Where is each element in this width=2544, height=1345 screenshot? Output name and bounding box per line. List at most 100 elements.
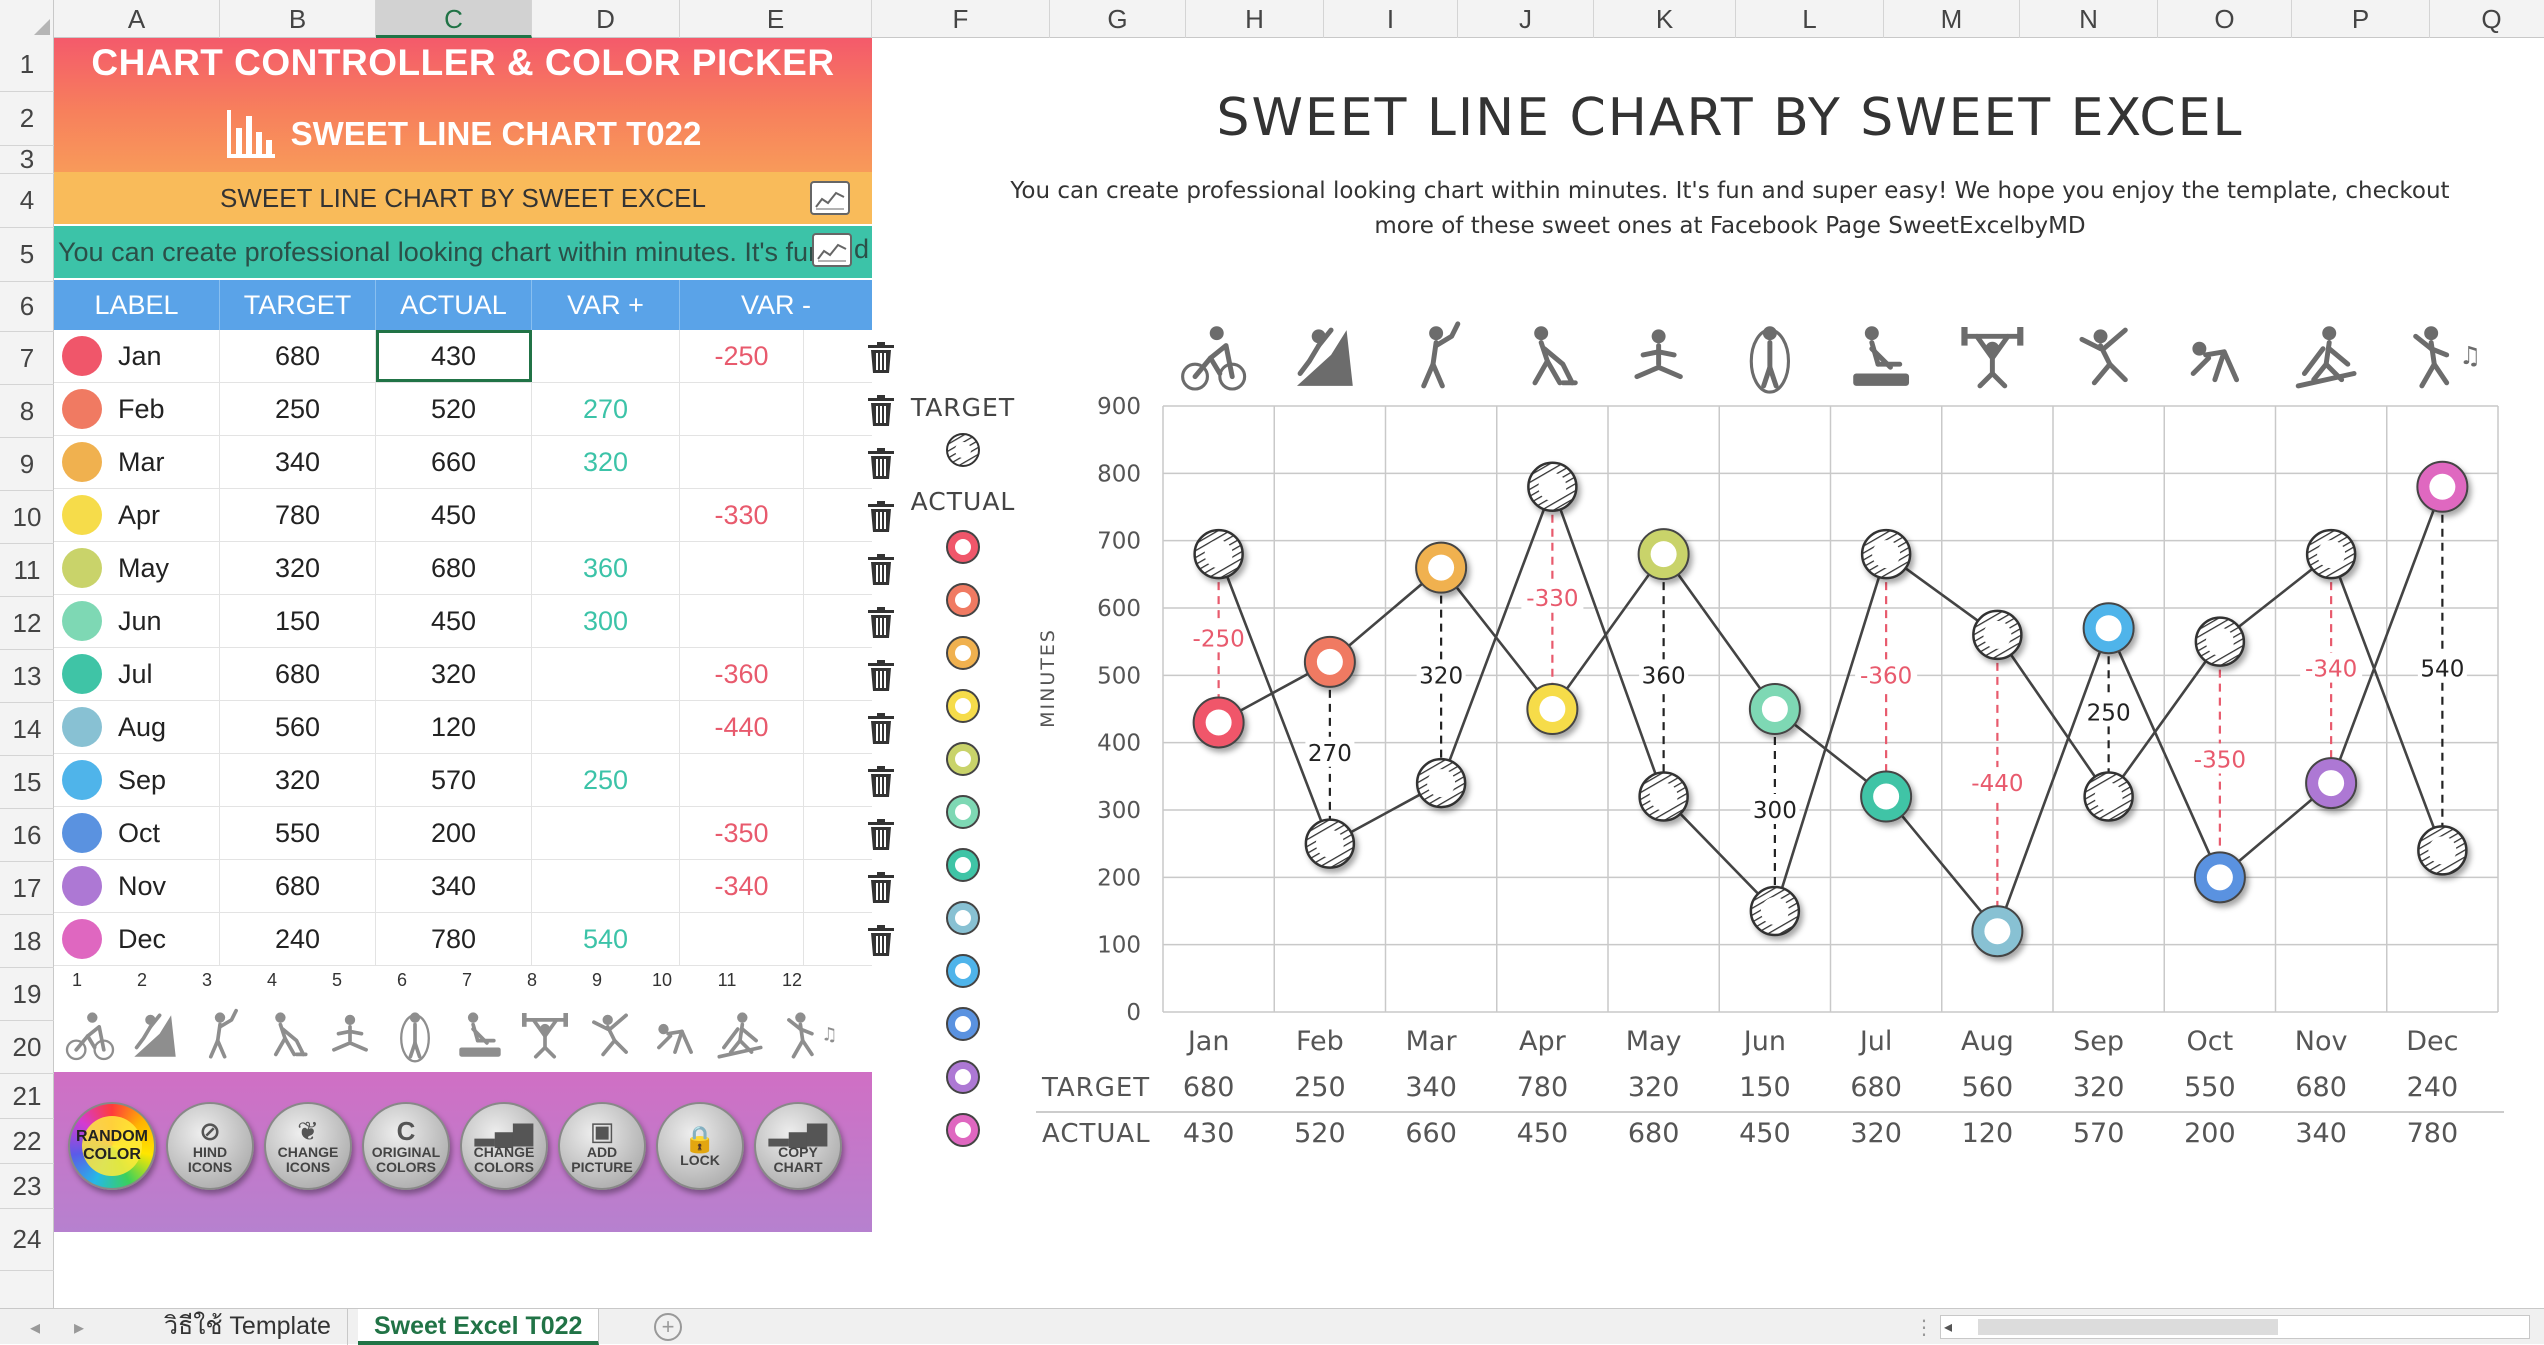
cell-actual[interactable]: 200 (376, 807, 532, 859)
change-colors-button[interactable]: ▂▄▆ CHANGE COLORS (460, 1102, 548, 1190)
cell-var-pos[interactable] (532, 330, 680, 382)
hockey-icon[interactable] (273, 1012, 308, 1057)
row-header-4[interactable]: 4 (0, 174, 54, 228)
cell-actual[interactable]: 520 (376, 383, 532, 435)
cell-actual[interactable]: 320 (376, 648, 532, 700)
chart-description-input[interactable]: You can create professional looking char… (54, 226, 872, 278)
row-header-24[interactable]: 24 (0, 1209, 54, 1271)
row-header-5[interactable]: 5 (0, 228, 54, 282)
cell-actual[interactable]: 450 (376, 595, 532, 647)
cyclist-icon[interactable] (65, 1012, 115, 1061)
cell-var-neg[interactable]: -350 (680, 807, 804, 859)
cell-target[interactable]: 320 (220, 542, 376, 594)
legend-actual-marker[interactable] (946, 583, 980, 617)
prev-sheet-icon[interactable]: ◂ (30, 1317, 41, 1339)
trash-icon[interactable] (866, 925, 896, 957)
cell-var-neg[interactable]: -250 (680, 330, 804, 382)
row-header-11[interactable]: 11 (0, 544, 54, 597)
cell-target[interactable]: 680 (220, 860, 376, 912)
color-swatch[interactable] (62, 495, 102, 535)
copy-chart-button[interactable]: ▂▄▆ COPY CHART (754, 1102, 842, 1190)
cell-label[interactable]: Apr (54, 489, 220, 541)
row-header-12[interactable]: 12 (0, 597, 54, 650)
actual-point[interactable] (1637, 528, 1690, 581)
cell-target[interactable]: 320 (220, 754, 376, 806)
cell-target[interactable]: 680 (220, 330, 376, 382)
cell-label[interactable]: May (54, 542, 220, 594)
cell-var-neg[interactable]: -440 (680, 701, 804, 753)
column-header-m[interactable]: M (1884, 0, 2020, 38)
legend-actual-marker[interactable] (946, 954, 980, 988)
row-header-3[interactable]: 3 (0, 144, 54, 174)
cell-var-pos[interactable] (532, 489, 680, 541)
cell-label[interactable]: Jul (54, 648, 220, 700)
random-color-button[interactable]: RANDOM COLOR (68, 1102, 156, 1190)
hockey-icon[interactable] (1532, 326, 1578, 386)
target-point[interactable] (1527, 461, 1578, 513)
color-swatch[interactable] (62, 760, 102, 800)
cell-label[interactable]: Jan (54, 330, 220, 382)
target-point[interactable] (2417, 825, 2468, 876)
cell-actual[interactable]: 430 (376, 330, 532, 382)
actual-point[interactable] (1303, 635, 1356, 688)
row-header-13[interactable]: 13 (0, 650, 54, 703)
cell-actual[interactable]: 660 (376, 436, 532, 488)
target-point[interactable] (1415, 757, 1467, 809)
legend-actual-marker[interactable] (946, 848, 980, 882)
legend-actual-marker[interactable] (946, 795, 980, 829)
edit-description-icon[interactable] (812, 233, 852, 267)
climber-icon[interactable] (1296, 327, 1353, 386)
legend-actual-marker[interactable] (946, 530, 980, 564)
legend-actual-marker[interactable] (946, 901, 980, 935)
color-swatch[interactable] (62, 442, 102, 482)
hide-icons-button[interactable]: ⊘ HIND ICONS (166, 1102, 254, 1190)
color-swatch[interactable] (62, 654, 102, 694)
cell-label[interactable]: Mar (54, 436, 220, 488)
target-point[interactable] (1304, 818, 1356, 869)
select-all-corner[interactable] (0, 0, 54, 38)
row-header-1[interactable]: 1 (0, 38, 54, 92)
cell-target[interactable]: 560 (220, 701, 376, 753)
legend-target-marker[interactable] (946, 433, 980, 467)
sprinter-icon[interactable] (657, 1023, 693, 1054)
cpr-icon[interactable] (1853, 326, 1910, 386)
cell-target[interactable]: 780 (220, 489, 376, 541)
column-header-j[interactable]: J (1458, 0, 1594, 38)
actual-point[interactable] (2193, 851, 2246, 904)
meditation-icon[interactable] (332, 1014, 368, 1052)
column-header-g[interactable]: G (1050, 0, 1186, 38)
cpr-icon[interactable] (459, 1012, 501, 1057)
cell-var-neg[interactable]: -340 (680, 860, 804, 912)
cell-actual[interactable]: 570 (376, 754, 532, 806)
baseball-icon[interactable] (592, 1013, 628, 1057)
cell-target[interactable]: 680 (220, 648, 376, 700)
row-header-15[interactable]: 15 (0, 756, 54, 809)
chart-title-input[interactable]: SWEET LINE CHART BY SWEET EXCEL (54, 172, 872, 224)
skier-icon[interactable] (2295, 326, 2357, 389)
skier-icon[interactable] (717, 1012, 763, 1059)
cell-var-pos[interactable]: 270 (532, 383, 680, 435)
actual-point[interactable] (2305, 757, 2358, 810)
cell-var-neg[interactable] (680, 595, 804, 647)
legend-actual-marker[interactable] (946, 742, 980, 776)
color-swatch[interactable] (62, 813, 102, 853)
cell-var-neg[interactable] (680, 913, 804, 965)
trash-icon[interactable] (866, 819, 896, 851)
scrollbar-thumb[interactable] (1978, 1319, 2278, 1335)
row-header-9[interactable]: 9 (0, 438, 54, 491)
color-swatch[interactable] (62, 601, 102, 641)
column-header-a[interactable]: A (54, 0, 220, 38)
golfer-icon[interactable] (208, 1008, 238, 1059)
cell-var-pos[interactable]: 360 (532, 542, 680, 594)
cell-label[interactable]: Nov (54, 860, 220, 912)
cell-var-neg[interactable]: -360 (680, 648, 804, 700)
splitter-handle-icon[interactable]: ⋮ (1914, 1317, 1934, 1339)
color-swatch[interactable] (62, 389, 102, 429)
column-header-i[interactable]: I (1324, 0, 1458, 38)
color-swatch[interactable] (62, 336, 102, 376)
cell-target[interactable]: 340 (220, 436, 376, 488)
add-picture-button[interactable]: ▣ ADD PICTURE (558, 1102, 646, 1190)
cell-var-pos[interactable] (532, 701, 680, 753)
target-point[interactable] (1638, 771, 1689, 822)
row-header-23[interactable]: 23 (0, 1164, 54, 1209)
